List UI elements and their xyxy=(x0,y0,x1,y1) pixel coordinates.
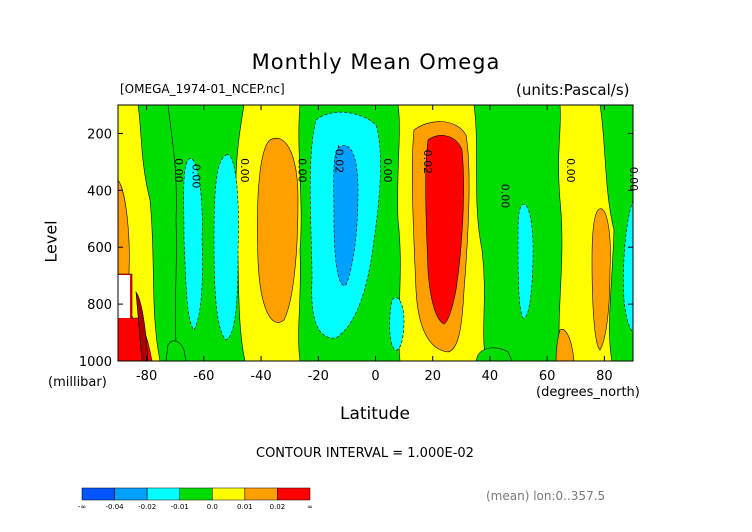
legend-label: 0.01 xyxy=(237,503,253,511)
contour-label: 0.00 xyxy=(238,158,251,183)
contour-band-green-surface2 xyxy=(165,340,187,361)
x-tick-label: -40 xyxy=(250,369,271,384)
units-label: (units:Pascal/s) xyxy=(516,81,630,99)
colorbar-legend: -∞ -0.04 -0.02 -0.01 0.0 0.01 0.02 ∞ xyxy=(78,487,313,511)
file-label: [OMEGA_1974-01_NCEP.nc] xyxy=(120,82,285,96)
contour-band-cyan-west2 xyxy=(213,154,239,341)
x-axis-ticks: -80 -60 -40 -20 0 20 40 60 80 xyxy=(136,105,613,384)
contour-band-red-core xyxy=(135,290,149,361)
x-tick-label: -80 xyxy=(136,369,157,384)
y-tick-label: 600 xyxy=(87,241,112,256)
x-axis-label: Latitude xyxy=(340,404,410,424)
contour-band-white-gap xyxy=(118,275,130,318)
contour-band-cyan-west xyxy=(183,158,203,331)
contour-labels: 0.00 0.00 0.00 0.00 -0.02 0.00 0.02 0.00 0.00 0.0… xyxy=(172,145,640,208)
legend-label: -0.01 xyxy=(171,503,189,511)
contour-label: 0.00 xyxy=(189,164,202,189)
legend-label: -0.02 xyxy=(138,503,156,511)
contour-band-blue-center xyxy=(333,145,359,286)
legend-swatch xyxy=(212,487,246,501)
contour-band-orange-70n xyxy=(555,329,575,361)
y-axis-ticks: 200 400 600 800 1000 xyxy=(79,127,633,370)
legend-label: -∞ xyxy=(78,503,86,511)
contour-label: 0.00 xyxy=(295,158,308,183)
chart-title: Monthly Mean Omega xyxy=(251,50,501,74)
contour-interval-label: CONTOUR INTERVAL = 1.000E-02 xyxy=(256,446,474,461)
legend-swatch xyxy=(81,487,115,501)
legend-swatch xyxy=(114,487,148,501)
legend-label: 0.02 xyxy=(270,503,286,511)
contour-label: 0.00 xyxy=(498,184,511,209)
x-axis-unit: (degrees_north) xyxy=(536,385,640,400)
x-tick-label: 60 xyxy=(539,369,556,384)
legend-label: 0.0 xyxy=(207,503,218,511)
legend-swatch xyxy=(244,487,278,501)
contour-band-cyan-north xyxy=(623,199,633,333)
y-tick-label: 400 xyxy=(87,184,112,199)
legend-label: -0.04 xyxy=(106,503,125,511)
y-tick-label: 800 xyxy=(87,298,112,313)
averaging-note: (mean) lon:0..357.5 xyxy=(486,489,606,503)
contour-fill-layer xyxy=(118,105,633,361)
legend-swatch xyxy=(146,487,180,501)
legend-swatch xyxy=(179,487,213,501)
legend-label: ∞ xyxy=(307,503,313,511)
contour-band-cyan-east xyxy=(517,203,534,319)
contour-band-cyan-equator xyxy=(389,297,405,351)
x-tick-label: -60 xyxy=(193,369,214,384)
y-tick-label: 1000 xyxy=(79,355,112,370)
x-tick-label: 20 xyxy=(424,369,441,384)
contour-band-orange-west xyxy=(257,138,299,323)
x-tick-label: 0 xyxy=(371,369,379,384)
contour-label: 0.00 xyxy=(564,158,577,183)
contour-label: 0.02 xyxy=(421,150,434,175)
contour-band-orange-north xyxy=(591,208,611,351)
contour-label: 0.00 xyxy=(172,158,185,183)
contour-label: 0.00 xyxy=(381,158,394,183)
contour-band-green-surface xyxy=(475,347,513,361)
x-tick-label: 80 xyxy=(596,369,613,384)
contour-label: -0.02 xyxy=(332,145,345,173)
contour-band-red-center xyxy=(425,135,464,325)
y-tick-label: 200 xyxy=(87,127,112,142)
x-tick-label: -20 xyxy=(308,369,329,384)
legend-swatch xyxy=(277,487,311,501)
y-axis-unit: (millibar) xyxy=(48,375,107,390)
contour-label: 0.00 xyxy=(627,167,640,192)
x-tick-label: 40 xyxy=(482,369,499,384)
